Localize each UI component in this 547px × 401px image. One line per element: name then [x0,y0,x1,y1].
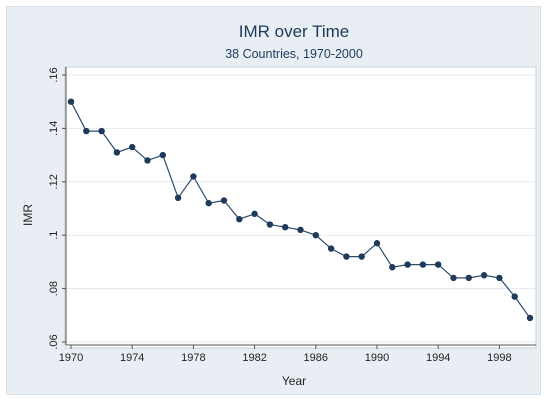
data-point [435,261,441,267]
y-tick-label: .14 [48,121,60,136]
data-point [527,315,533,321]
y-tick-label: .16 [48,67,60,82]
x-tick-label: 1994 [426,352,450,364]
data-point [282,224,288,230]
x-tick-label: 1974 [120,352,144,364]
data-point [144,157,150,163]
data-point [297,227,303,233]
y-tick-label: .08 [48,281,60,296]
data-point [83,128,89,134]
data-point [190,173,196,179]
data-point [450,275,456,281]
x-tick-label: 1990 [365,352,389,364]
x-axis-label: Year [282,374,306,388]
data-point [98,128,104,134]
data-point [206,200,212,206]
data-point [359,253,365,259]
data-point [512,293,518,299]
chart-frame: IMR over Time 38 Countries, 1970-2000 .0… [6,6,541,395]
x-tick-label: 1970 [59,352,83,364]
x-tick-label: 1982 [242,352,266,364]
chart-svg: IMR over Time 38 Countries, 1970-2000 .0… [7,7,542,396]
x-tick-label: 1978 [181,352,205,364]
y-tick-label: .1 [48,231,60,240]
data-point [221,197,227,203]
data-point [481,272,487,278]
data-point [160,152,166,158]
x-tick-label: 1998 [487,352,511,364]
data-point [313,232,319,238]
data-point [343,253,349,259]
data-point [236,216,242,222]
data-point [328,245,334,251]
data-point [420,261,426,267]
data-point [466,275,472,281]
chart-title: IMR over Time [239,22,350,41]
chart-subtitle: 38 Countries, 1970-2000 [225,47,363,61]
y-axis-label: IMR [21,204,35,226]
data-point [175,195,181,201]
y-tick-label: .12 [48,174,60,189]
data-point [389,264,395,270]
data-point [496,275,502,281]
data-point [251,211,257,217]
y-tick-label: .06 [48,334,60,349]
plot-area [65,67,536,348]
data-point [374,240,380,246]
data-point [129,144,135,150]
data-point [68,99,74,105]
x-tick-label: 1986 [304,352,328,364]
data-point [267,221,273,227]
data-point [404,261,410,267]
data-point [114,149,120,155]
